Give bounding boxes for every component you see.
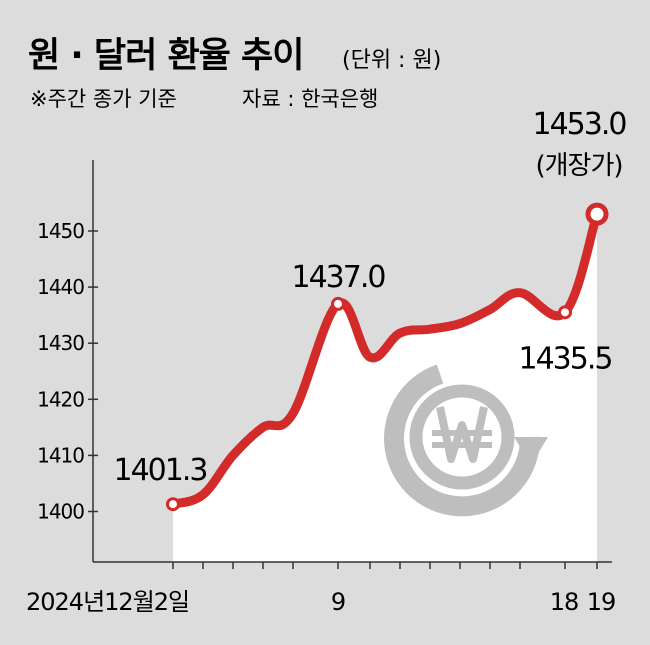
- y-tick-label: 1420: [37, 387, 84, 411]
- x-tick-label: 2024년12월2일: [26, 588, 189, 616]
- series-line: [168, 209, 602, 509]
- area-fill-layer: [173, 214, 597, 563]
- x-tick-label: 19: [587, 588, 616, 616]
- won-exchange-arrow-icon: [384, 364, 548, 517]
- unit-label: (단위 : 원): [342, 48, 441, 73]
- data-point-marker: [558, 305, 572, 320]
- source-note: 자료 : 한국은행: [242, 87, 378, 111]
- annotation-layer: 1401.3 1437.0 1435.5 1453.0 (개장가): [114, 107, 629, 488]
- data-point-marker: [331, 296, 345, 311]
- data-label: 1453.0: [533, 107, 627, 142]
- x-tick-label: 9: [331, 588, 345, 616]
- chart-title: 원 · 달러 환율 추이: [28, 36, 303, 76]
- data-point-marker: [166, 497, 180, 512]
- y-tick-label: 1430: [37, 331, 84, 355]
- data-label-note: (개장가): [535, 151, 622, 181]
- series-line-layer: [166, 202, 609, 512]
- data-label: 1437.0: [292, 260, 386, 295]
- basis-note: ※주간 종가 기준: [30, 87, 177, 111]
- data-point-marker: [585, 202, 609, 226]
- area-under-line: [173, 214, 597, 563]
- y-tick-label: 1450: [37, 219, 84, 243]
- x-tick-label: 18: [550, 588, 579, 616]
- y-tick-label: 1400: [37, 500, 84, 524]
- y-tick-label: 1440: [37, 275, 84, 299]
- y-tick-label: 1410: [37, 443, 84, 467]
- axes: 1400 1410 1420 1430 1440 1450 2024년12월2일 9 18 19: [26, 160, 616, 616]
- data-label: 1401.3: [114, 453, 207, 488]
- data-label: 1435.5: [519, 341, 612, 376]
